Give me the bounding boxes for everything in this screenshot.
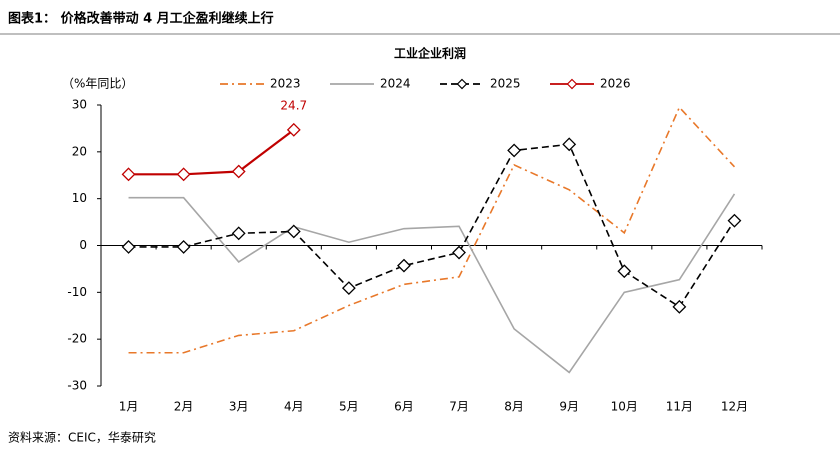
- y-tick-label: 10: [72, 191, 87, 205]
- marker: [341, 281, 356, 296]
- marker: [727, 213, 742, 228]
- source: 资料来源：CEIC，华泰研究: [8, 430, 156, 445]
- x-tick-label: 12月: [721, 400, 748, 414]
- legend-marker: [456, 78, 468, 90]
- marker: [507, 143, 522, 158]
- marker: [121, 239, 136, 254]
- x-tick-label: 5月: [339, 400, 359, 414]
- marker: [562, 137, 577, 152]
- x-tick-label: 3月: [229, 400, 249, 414]
- y-axis-label: （%年同比）: [62, 77, 133, 91]
- marker: [397, 258, 411, 273]
- marker: [231, 164, 246, 179]
- legend-marker: [566, 78, 578, 90]
- marker: [286, 224, 301, 239]
- marker: [617, 264, 632, 279]
- y-tick-label: 20: [72, 144, 87, 158]
- x-tick-label: 8月: [504, 400, 524, 414]
- series-line: [128, 105, 736, 354]
- marker: [286, 122, 301, 137]
- x-tick-label: 2月: [174, 400, 194, 414]
- series-line: [128, 143, 736, 308]
- x-tick-label: 6月: [394, 400, 414, 414]
- x-tick-label: 4月: [284, 400, 304, 414]
- x-tick-label: 11月: [666, 400, 693, 414]
- x-tick-label: 1月: [119, 400, 139, 414]
- marker: [672, 299, 687, 314]
- series-line: [128, 193, 736, 374]
- legend-label: 2024: [380, 77, 411, 91]
- y-tick-label: 30: [72, 98, 87, 112]
- data-label: 24.7: [280, 98, 307, 112]
- legend-label: 2025: [490, 77, 521, 91]
- y-tick-label: -10: [67, 285, 87, 299]
- legend-label: 2023: [270, 77, 301, 91]
- x-tick-label: 10月: [611, 400, 638, 414]
- marker: [231, 226, 246, 241]
- x-tick-label: 7月: [449, 400, 469, 414]
- legend-label: 2026: [600, 77, 631, 91]
- series-line: [128, 128, 295, 176]
- marker: [452, 245, 466, 260]
- marker: [176, 167, 191, 182]
- x-tick-label: 9月: [559, 400, 579, 414]
- marker: [121, 167, 136, 182]
- figure-title: 图表1： 价格改善带动 4 月工企盈利继续上行: [8, 11, 274, 27]
- chart-title: 工业企业利润: [394, 46, 466, 61]
- y-tick-label: -30: [67, 379, 87, 393]
- y-tick-label: 0: [79, 238, 87, 252]
- marker: [176, 239, 191, 254]
- y-tick-label: -20: [67, 332, 87, 346]
